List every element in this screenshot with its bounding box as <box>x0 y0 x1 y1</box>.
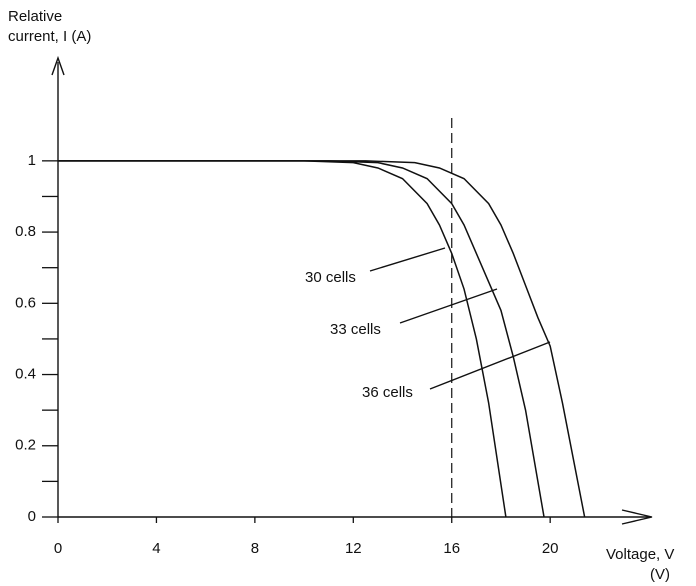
chart: Relative current, I (A) Voltage, V (V) 3… <box>0 0 696 586</box>
y-tick-label: 1 <box>28 152 36 169</box>
y-tick-label: 0 <box>28 508 36 525</box>
x-tick-label: 16 <box>443 540 460 557</box>
series-line <box>58 161 544 517</box>
leader-line <box>400 289 497 323</box>
x-axis-label: Voltage, V <box>606 546 674 563</box>
x-tick-label: 4 <box>152 540 160 557</box>
series-line <box>58 161 585 517</box>
y-tick-label: 0.6 <box>15 294 36 311</box>
y-tick-label: 0.4 <box>15 366 36 383</box>
y-tick-label: 0.8 <box>15 223 36 240</box>
leader-line <box>430 342 550 389</box>
x-tick-label: 0 <box>54 540 62 557</box>
x-tick-label: 12 <box>345 540 362 557</box>
x-tick-label: 20 <box>542 540 559 557</box>
y-axis-label: current, I (A) <box>8 28 91 45</box>
y-axis-label: Relative <box>8 8 62 25</box>
series-label: 33 cells <box>330 321 381 338</box>
series-label: 36 cells <box>362 384 413 401</box>
series-label: 30 cells <box>305 269 356 286</box>
series-line <box>58 161 506 517</box>
leader-line <box>370 248 445 271</box>
x-tick-label: 8 <box>251 540 259 557</box>
x-axis-label: (V) <box>650 566 670 583</box>
y-tick-label: 0.2 <box>15 437 36 454</box>
